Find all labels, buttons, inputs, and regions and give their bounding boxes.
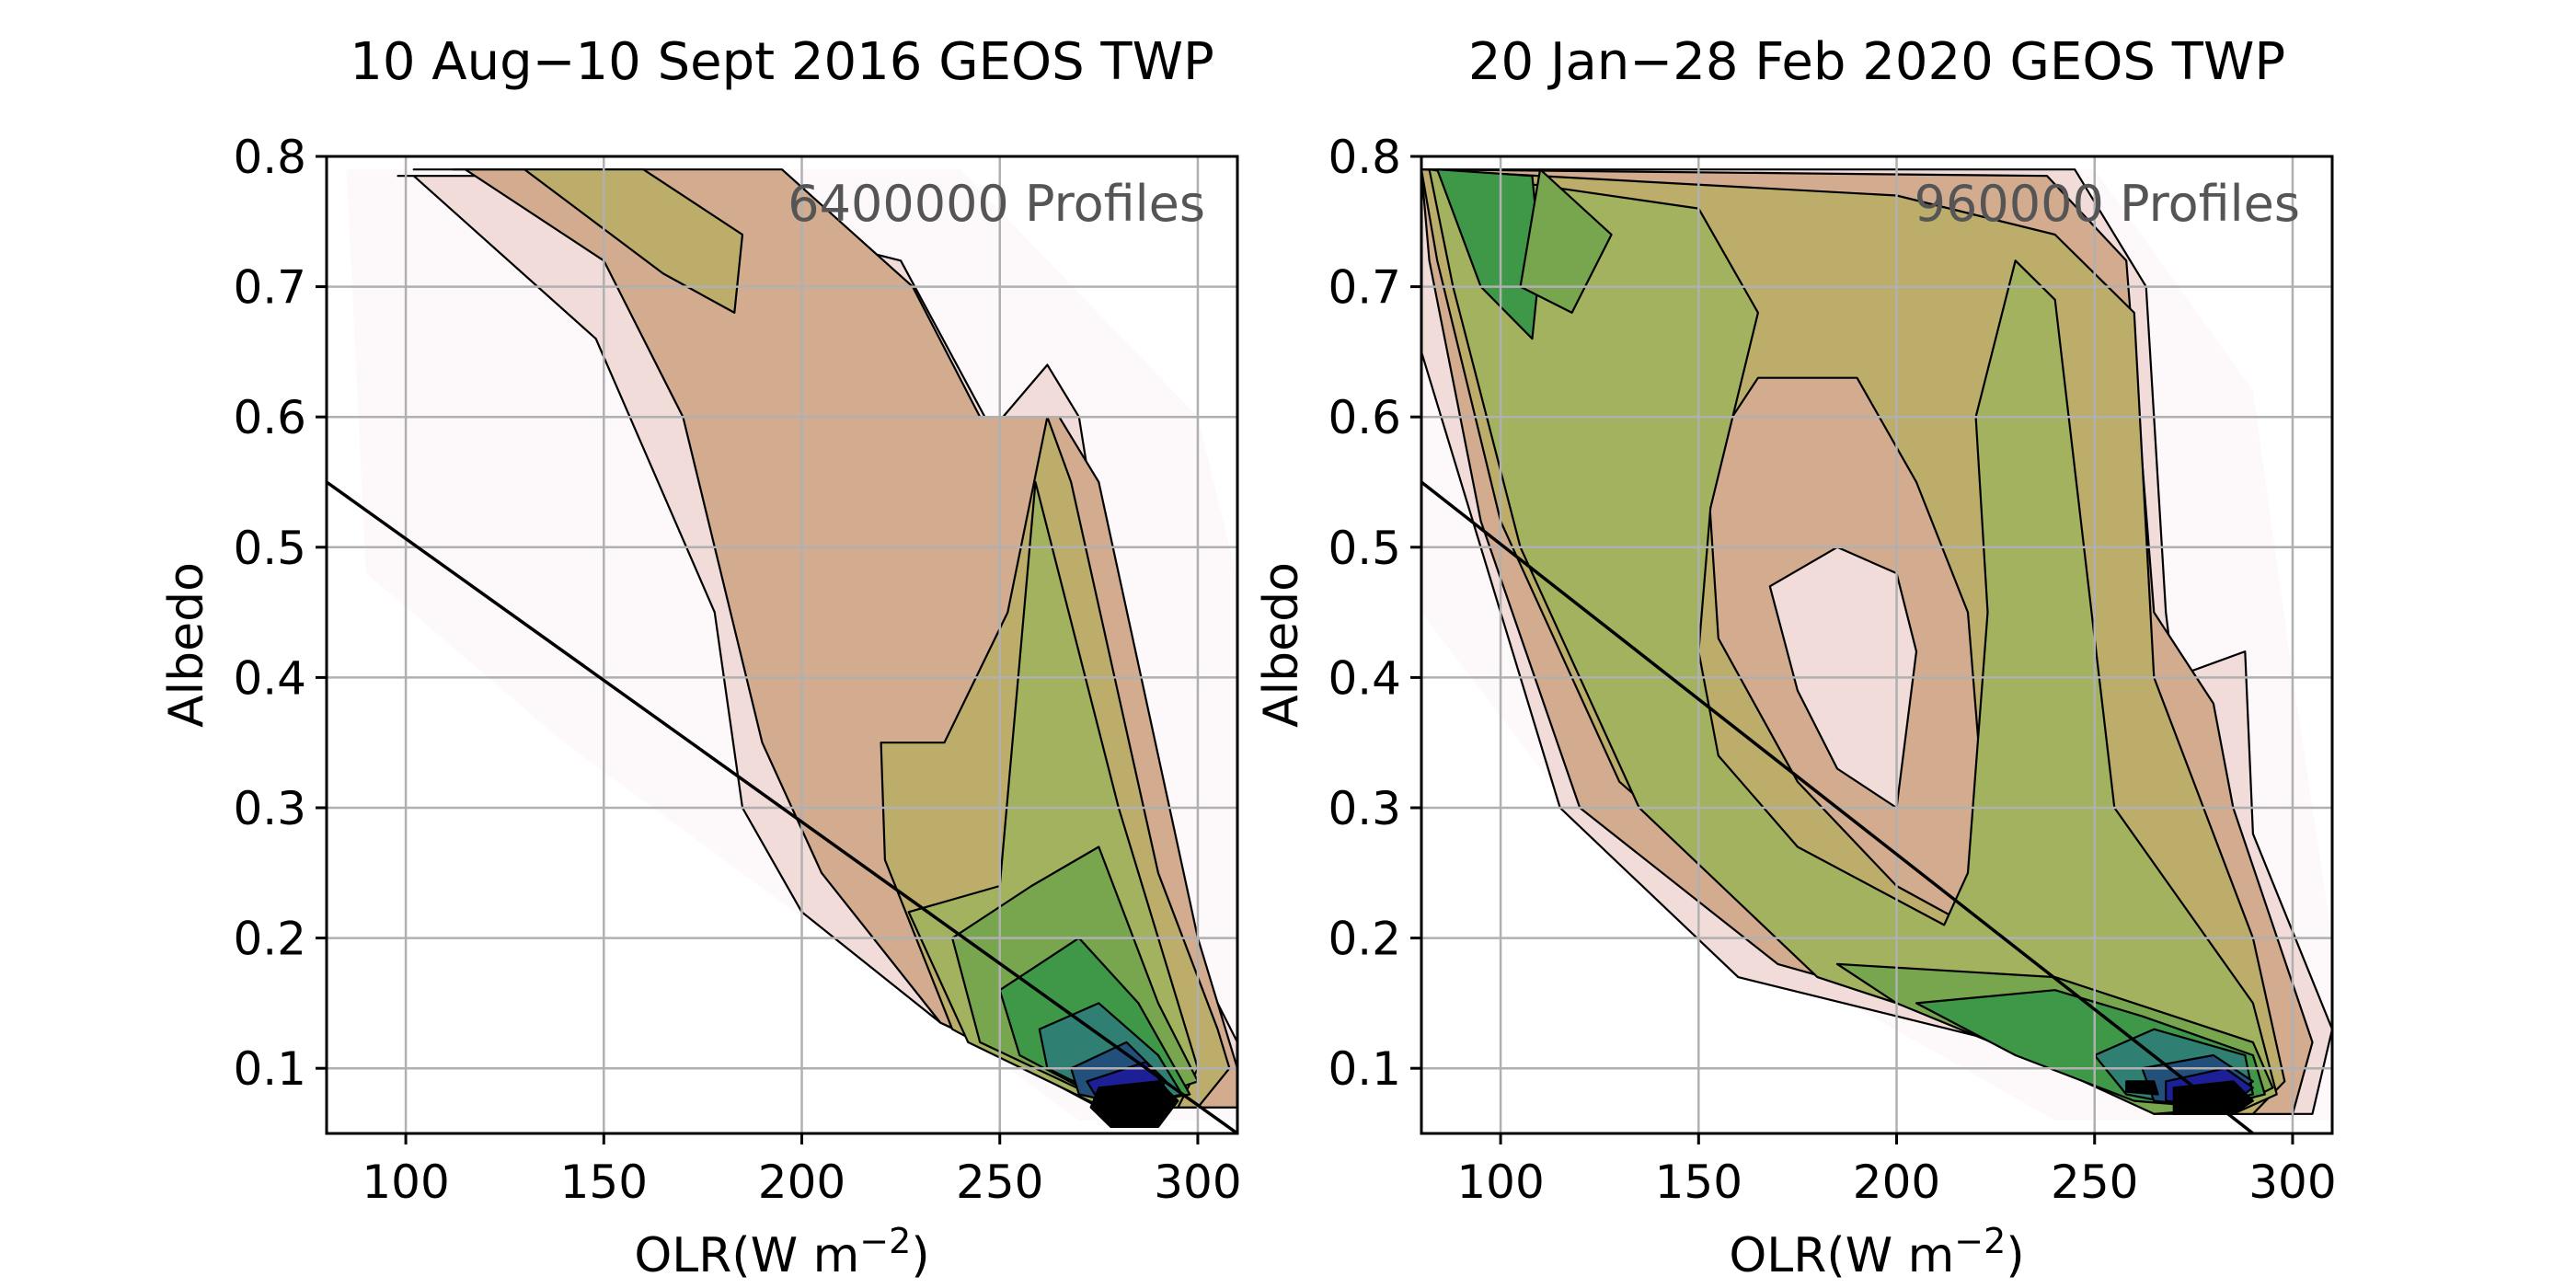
panel-2: 100 150 200 250 300 0.1 0.2 0.3 0.4 0.5 0.6 0.7 0.8 2…: [1254, 32, 2337, 1283]
contour-level-7: [1428, 168, 2278, 1115]
reference-line: [1421, 480, 2254, 1133]
y-tick-label: 0.8: [1328, 131, 1401, 184]
contour-level-9: [1519, 168, 1613, 314]
chart-title: 20 Jan−28 Feb 2020 GEOS TWP: [1468, 32, 2285, 92]
chart-title: 10 Aug−10 Sept 2016 GEOS TWP: [350, 32, 1214, 92]
y-tick-label: 0.1: [233, 1042, 306, 1096]
y-tick-label: 0.6: [1328, 391, 1401, 444]
y-tick-label: 0.3: [233, 782, 306, 835]
gridlines: [1421, 156, 2332, 1133]
panel-1: 100 150 200 250 300 0.1 0.2 0.3 0.4 0.5 0.6 0.7 0.8 1…: [159, 32, 1242, 1283]
x-tick-label: 200: [1853, 1156, 1940, 1209]
x-tick-label: 300: [2248, 1156, 2336, 1209]
contour-level-4: [452, 168, 744, 314]
y-tick-label: 0.5: [233, 522, 306, 575]
y-tick-label: 0.2: [233, 913, 306, 966]
contour-level-16: [2125, 1080, 2159, 1096]
x-tick-label: 200: [758, 1156, 845, 1209]
profiles-annotation: 960000 Profiles: [1915, 175, 2300, 233]
profiles-annotation: 6400000 Profiles: [788, 175, 1205, 233]
y-tick-label: 0.8: [233, 131, 306, 184]
contour-level-15: [2172, 1080, 2254, 1115]
x-tick-label: 150: [1655, 1156, 1742, 1209]
x-tick-label: 300: [1154, 1156, 1241, 1209]
y-axis-label: Albedo: [1254, 562, 1309, 728]
contour-level-8: [1436, 168, 1542, 340]
x-axis-label: OLR(W m−2): [634, 1221, 929, 1283]
gridlines: [327, 156, 1237, 1133]
x-tick-label: 250: [956, 1156, 1043, 1209]
x-tick-label: 250: [2051, 1156, 2138, 1209]
x-tick-label: 100: [1456, 1156, 1544, 1209]
y-tick-label: 0.7: [1328, 261, 1401, 315]
y-tick-label: 0.2: [1328, 913, 1401, 966]
x-tick-label: 150: [560, 1156, 648, 1209]
reference-line: [327, 480, 1237, 1133]
y-tick-label: 0.6: [233, 391, 306, 444]
x-tick-label: 100: [362, 1156, 449, 1209]
y-tick-label: 0.3: [1328, 782, 1401, 835]
y-tick-label: 0.4: [1328, 651, 1401, 705]
y-tick-label: 0.4: [233, 651, 306, 705]
axes-frame: [325, 155, 1239, 1135]
y-tick-label: 0.5: [1328, 522, 1401, 575]
plot-area: [1421, 156, 2332, 1133]
plot-area: [327, 156, 1237, 1133]
y-axis-label: Albedo: [159, 562, 214, 728]
y-tick-label: 0.1: [1328, 1042, 1401, 1096]
axes-frame: [1420, 155, 2334, 1135]
x-axis-label: OLR(W m−2): [1729, 1221, 2024, 1283]
y-tick-label: 0.7: [233, 261, 306, 315]
contour-level-12: [1089, 1080, 1179, 1129]
